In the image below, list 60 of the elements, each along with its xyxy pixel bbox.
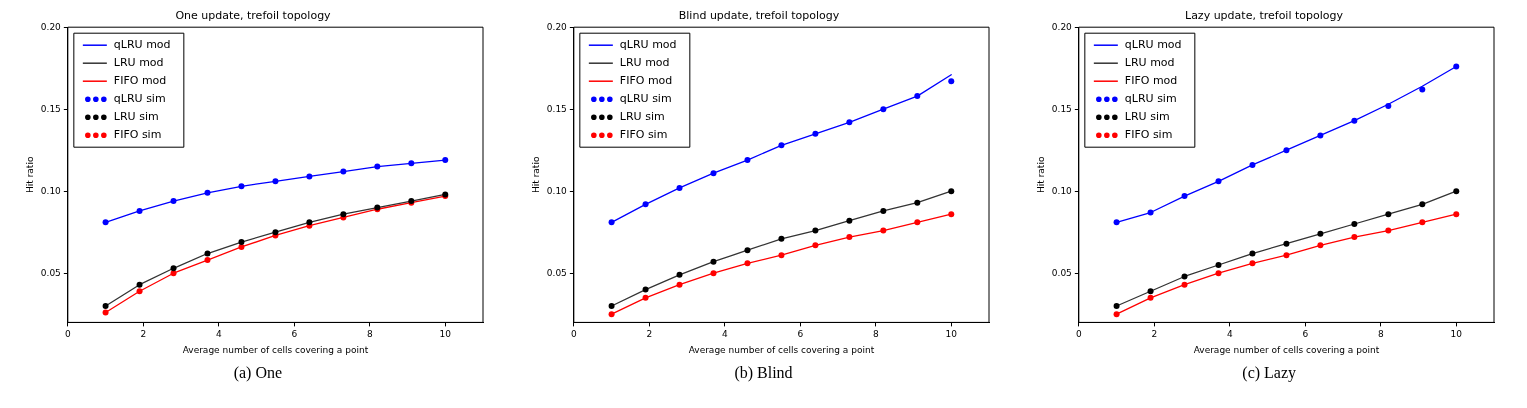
x-tick-label: 4 [215,329,222,340]
x-tick-label: 0 [64,329,71,340]
legend-label: qLRU mod [113,38,171,52]
x-tick-label: 10 [1450,329,1463,340]
legend-label: qLRU sim [619,92,672,106]
legend-label: LRU mod [1125,56,1175,70]
y-tick-label: 0.20 [40,21,61,32]
x-tick-label: 2 [645,329,652,340]
y-tick-label: 0.10 [1051,185,1073,196]
y-tick-label: 0.15 [546,103,567,114]
text: (c) Lazy [1242,364,1297,382]
legend-label: FIFO mod [619,74,672,88]
y-tick-label: 0.10 [40,185,61,196]
x-tick-label: 4 [1227,329,1234,340]
x-axis-title: Average number of cells covering a point [688,344,875,355]
y-tick-label: 0.05 [40,267,61,278]
y-tick-label: 0.20 [1051,21,1073,32]
x-tick-label: 8 [366,329,373,340]
y-tick-label: 0.20 [546,21,567,32]
legend-label: FIFO mod [1125,74,1178,88]
chart-title: Lazy update, trefoil topology [1185,9,1344,23]
x-tick-label: 4 [721,329,728,340]
x-tick-label: 2 [1151,329,1158,340]
legend-label: qLRU sim [1125,92,1177,106]
legend-label: LRU mod [113,56,164,70]
legend-label: FIFO sim [1125,128,1173,142]
legend-label: qLRU mod [1125,38,1182,52]
x-tick-label: 10 [945,329,957,340]
x-tick-label: 6 [1302,329,1309,340]
y-axis-title: Hit ratio [1035,156,1046,194]
legend-label: FIFO sim [113,128,162,142]
legend-label: qLRU mod [619,38,677,52]
legend-label: LRU sim [113,110,159,124]
y-tick-label: 0.05 [546,267,567,278]
legend-label: LRU sim [1125,110,1170,124]
y-tick-label: 0.15 [40,103,61,114]
y-axis-title: Hit ratio [530,156,541,194]
legend-label: LRU sim [619,110,665,124]
x-tick-label: 6 [796,329,803,340]
legend-label: FIFO mod [113,74,167,88]
text: (b) Blind [734,364,793,382]
x-tick-label: 8 [872,329,879,340]
y-tick-label: 0.05 [1051,267,1073,278]
x-axis-title: Average number of cells covering a point [1193,344,1380,355]
y-tick-label: 0.15 [1051,103,1073,114]
x-tick-label: 2 [140,329,147,340]
x-tick-label: 0 [570,329,577,340]
y-tick-label: 0.10 [546,185,567,196]
legend-label: FIFO sim [619,128,667,142]
text: (a) One [233,364,283,382]
x-tick-label: 8 [1378,329,1385,340]
legend-label: qLRU sim [113,92,166,106]
y-axis-title: Hit ratio [24,156,35,194]
chart-title: One update, trefoil topology [175,9,331,23]
x-tick-label: 6 [291,329,298,340]
chart-title: Blind update, trefoil topology [678,9,840,23]
x-tick-label: 0 [1076,329,1083,340]
x-axis-title: Average number of cells covering a point [182,344,369,355]
legend-label: LRU mod [619,56,670,70]
x-tick-label: 10 [439,329,452,340]
